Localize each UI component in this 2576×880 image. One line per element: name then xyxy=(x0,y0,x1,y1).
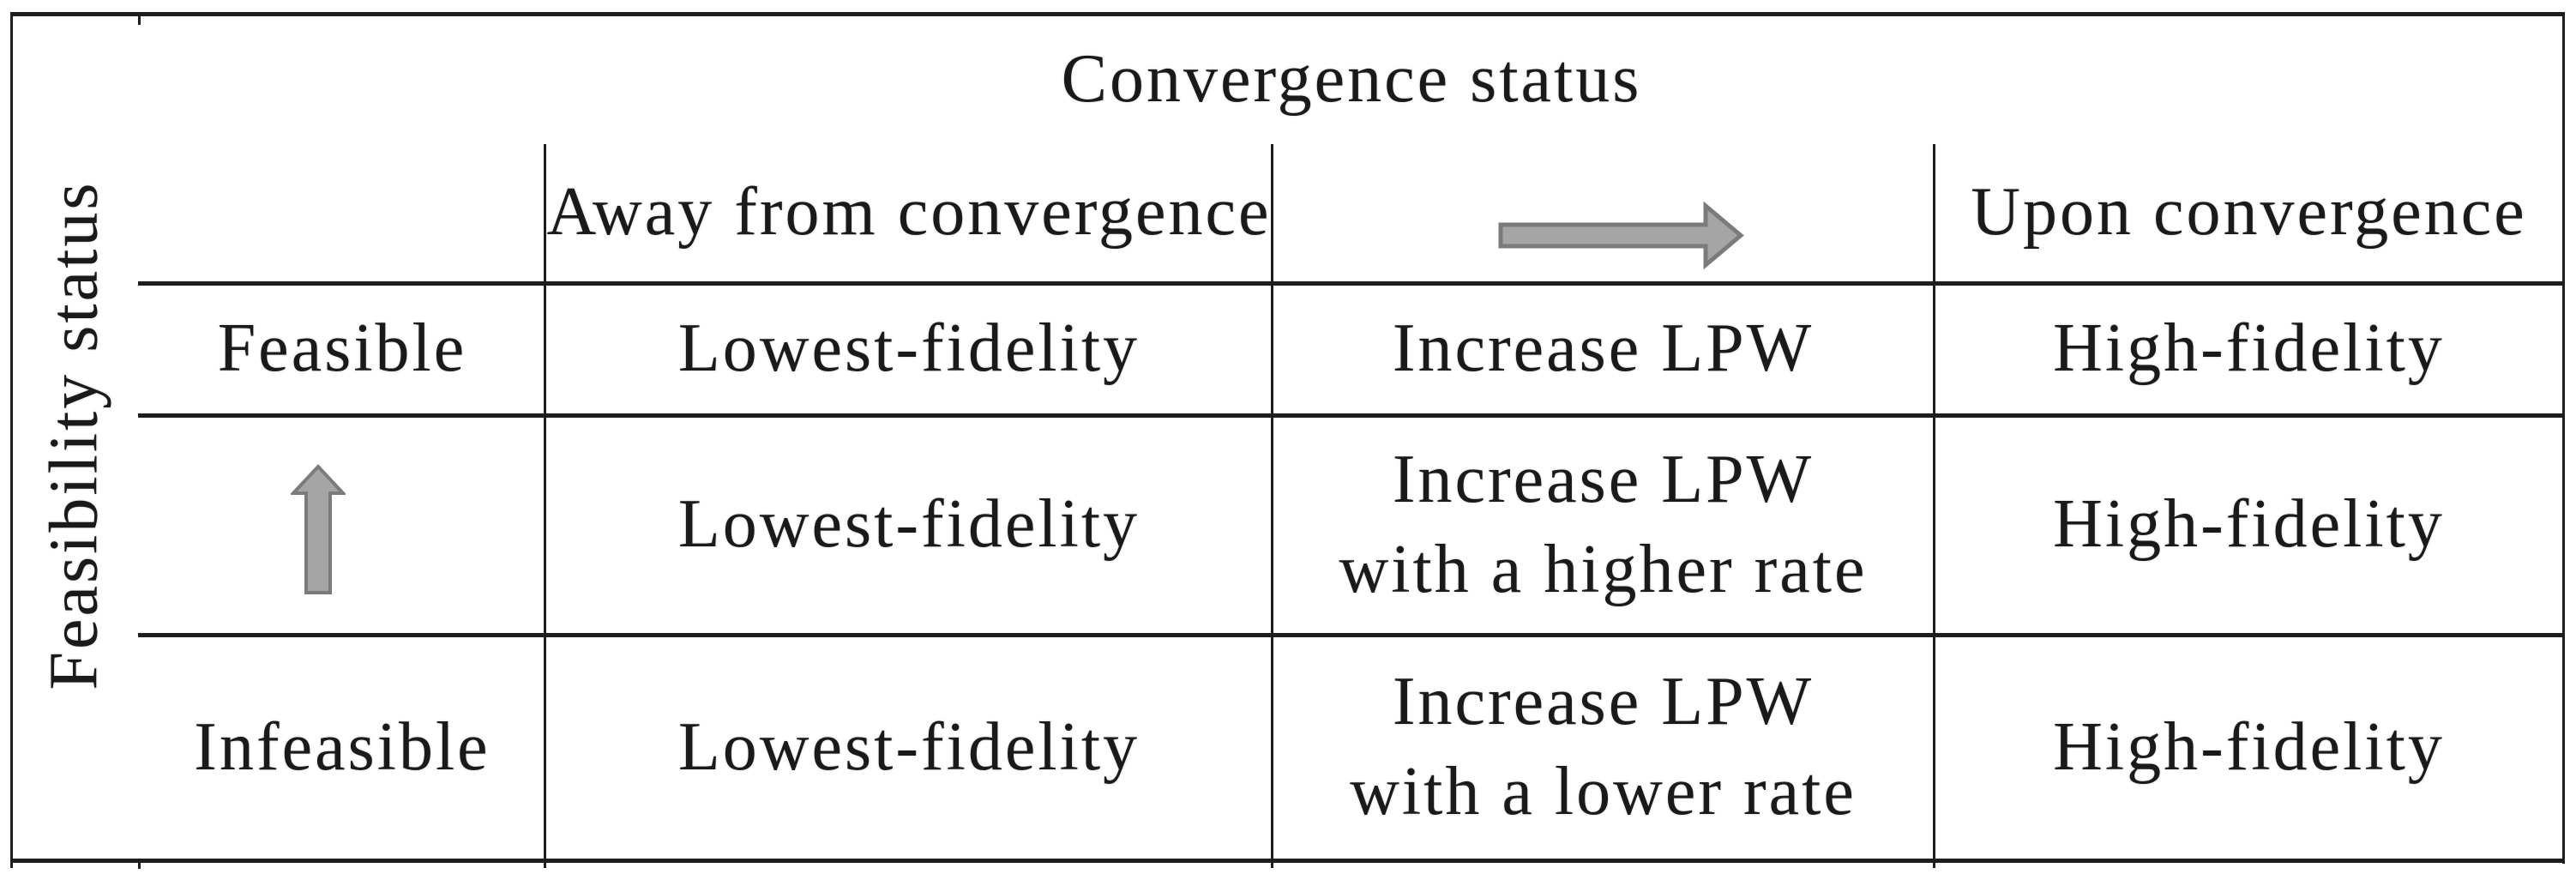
cell-arrowrow-middle-line1: Increase LPW xyxy=(1392,441,1815,517)
grid-line-bottom xyxy=(10,859,2565,863)
cell-arrowrow-upon: High-fidelity xyxy=(2053,486,2445,562)
grid-line-header-bottom xyxy=(138,281,2565,286)
row-header-infeasible: Infeasible xyxy=(194,708,491,785)
cell-feasible-middle: Increase LPW xyxy=(1392,310,1815,386)
cell-arrowrow-away: Lowest-fidelity xyxy=(677,486,1141,562)
cell-arrowrow-middle: Increase LPW with a higher rate xyxy=(1273,418,1933,631)
column-group-header: Convergence status xyxy=(1061,41,1642,117)
cell-infeasible-middle: Increase LPW with a lower rate xyxy=(1273,637,1933,857)
grid-line-stub-bottom xyxy=(138,859,141,869)
right-arrow-icon xyxy=(1498,202,1744,269)
grid-line-col-c xyxy=(1271,144,1273,868)
grid-line-col-d xyxy=(1933,144,1935,868)
cell-infeasible-away: Lowest-fidelity xyxy=(677,708,1141,785)
grid-line-row2-bottom xyxy=(138,633,2565,637)
cell-feasible-upon: High-fidelity xyxy=(2053,310,2445,386)
column-header-upon: Upon convergence xyxy=(1971,173,2527,250)
row-header-feasible: Feasible xyxy=(217,310,467,386)
grid-line-stub-top xyxy=(138,15,141,25)
grid-line-right xyxy=(2562,12,2565,864)
grid-line-row1-bottom xyxy=(138,413,2565,418)
cell-infeasible-middle-line1: Increase LPW xyxy=(1392,664,1815,739)
grid-line-col-b xyxy=(544,144,546,868)
cell-infeasible-middle-line2: with a lower rate xyxy=(1350,754,1857,829)
cell-arrowrow-middle-line2: with a higher rate xyxy=(1339,531,1868,607)
row-group-header-label: Feasibility status xyxy=(36,180,111,690)
grid-line-top xyxy=(10,12,2565,16)
column-header-away: Away from convergence xyxy=(546,173,1272,250)
row-group-header: Feasibility status xyxy=(10,12,138,859)
cell-infeasible-upon: High-fidelity xyxy=(2053,708,2445,785)
up-arrow-icon xyxy=(291,464,346,594)
cell-feasible-away: Lowest-fidelity xyxy=(677,310,1141,386)
grid-line-left xyxy=(10,12,13,868)
